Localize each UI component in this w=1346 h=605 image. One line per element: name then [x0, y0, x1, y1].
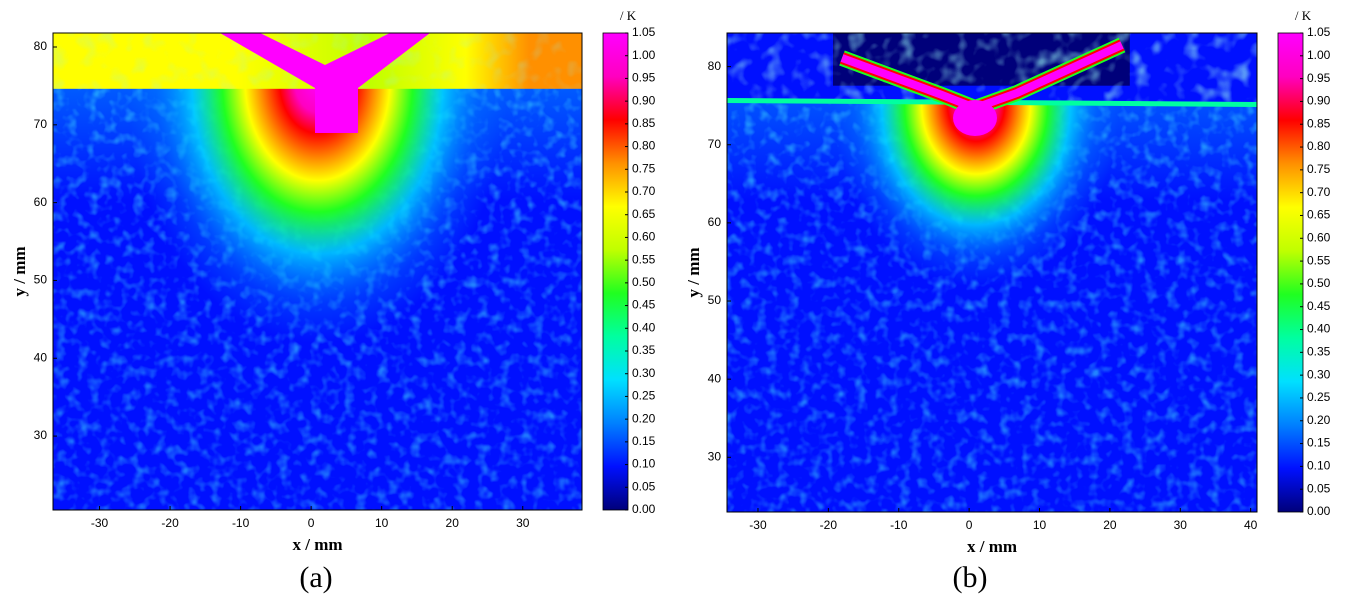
colorbar-tick-label: 0.15	[632, 434, 656, 448]
x-axis-label: x / mm	[967, 537, 1017, 556]
colorbar-tick-label: 0.70	[632, 184, 656, 198]
colorbar-tick-label: 0.85	[632, 116, 656, 130]
y-tick-label: 80	[708, 59, 722, 73]
plot-frame	[726, 32, 1258, 513]
colorbar-tick-label: 0.55	[1307, 253, 1331, 267]
colorbar-tick-label: 0.70	[1307, 185, 1331, 199]
colorbar-tick-label: 0.10	[632, 457, 656, 471]
colorbar-tick-label: 0.05	[1307, 481, 1331, 495]
colorbar-tick-label: 0.60	[1307, 230, 1331, 244]
hotspot	[127, 33, 508, 343]
colorbar-label: / K	[1295, 8, 1312, 23]
thermal-field	[53, 33, 582, 510]
probe-shadow	[220, 33, 430, 133]
colorbar-tick-label: 0.20	[1307, 413, 1331, 427]
x-tick-label: -30	[91, 516, 109, 530]
colorbar-tick-label: 1.00	[632, 48, 656, 62]
heatmap-panel: -30 -20 -10 0 10 20 30 40 30 40 50 60 70 80 x / mm y / …	[684, 8, 1331, 594]
colorbar	[1277, 32, 1304, 513]
colorbar-tick-label: 0.35	[1307, 345, 1331, 359]
colorbar-tick-label: 0.00	[1307, 504, 1331, 518]
colorbar-tick-label: 0.90	[1307, 94, 1331, 108]
y-tick-label: 60	[708, 215, 722, 229]
colorbar-tick-label: 0.25	[632, 389, 656, 403]
x-tick-label: 10	[375, 516, 389, 530]
top-band-noise	[727, 33, 1257, 103]
x-tick-label: 30	[516, 516, 530, 530]
colorbar-tick-label: 0.10	[1307, 459, 1331, 473]
probe-tip	[953, 100, 997, 136]
colorbar	[602, 32, 629, 511]
panel-label: (a)	[299, 561, 332, 594]
y-tick-label: 40	[34, 350, 48, 364]
colorbar-tick-label: 0.65	[632, 207, 656, 221]
colorbar-tick-label: 0.45	[632, 298, 656, 312]
colorbar-label: / K	[620, 8, 637, 23]
colorbar-tick-label: 0.15	[1307, 436, 1331, 450]
colorbar-tick-label: 1.05	[632, 25, 656, 39]
colorbar-tick-label: 1.05	[1307, 25, 1331, 39]
y-tick-label: 70	[34, 117, 48, 131]
y-tick-label: 30	[708, 449, 722, 463]
colorbar-tick-label: 0.20	[632, 411, 656, 425]
colorbar-tick-label: 0.80	[632, 139, 656, 153]
colorbar-tick-label: 0.45	[1307, 299, 1331, 313]
x-tick-label: 10	[1033, 518, 1047, 532]
y-tick-label: 60	[34, 195, 48, 209]
heatmap-panel: -30 -20 -10 0 10 20 30 30 40 50 60 70 80 x / mm y / mm…	[10, 8, 656, 594]
colorbar-tick-label: 0.80	[1307, 139, 1331, 153]
y-tick-label: 50	[34, 273, 48, 287]
colorbar-tick-label: 0.95	[1307, 71, 1331, 85]
colorbar-tick-label: 0.90	[632, 93, 656, 107]
x-tick-label: -20	[820, 518, 838, 532]
colorbar-tick-label: 0.40	[1307, 322, 1331, 336]
x-tick-label: -10	[890, 518, 908, 532]
y-tick-label: 80	[34, 39, 48, 53]
thermal-field	[727, 33, 1257, 512]
colorbar-tick-label: 0.05	[632, 479, 656, 493]
colorbar-tick-label: 1.00	[1307, 48, 1331, 62]
plot-frame	[52, 32, 583, 511]
x-axis-label: x / mm	[292, 535, 342, 554]
colorbar-tick-label: 0.65	[1307, 208, 1331, 222]
y-tick-label: 50	[708, 293, 722, 307]
colorbar-tick-label: 0.30	[632, 366, 656, 380]
colorbar-tick-label: 0.30	[1307, 367, 1331, 381]
y-tick-label: 30	[34, 428, 48, 442]
colorbar-tick-label: 0.50	[632, 275, 656, 289]
colorbar-tick-label: 0.75	[632, 161, 656, 175]
x-tick-label: 40	[1244, 518, 1258, 532]
x-tick-label: 0	[966, 518, 973, 532]
x-tick-label: -10	[232, 516, 250, 530]
y-axis-label: y / mm	[10, 246, 29, 296]
x-tick-label: 20	[1103, 518, 1117, 532]
x-tick-label: -20	[161, 516, 179, 530]
colorbar-tick-label: 0.75	[1307, 162, 1331, 176]
y-tick-label: 70	[708, 137, 722, 151]
x-tick-label: 20	[446, 516, 460, 530]
colorbar-tick-label: 0.50	[1307, 276, 1331, 290]
colorbar-tick-label: 0.60	[632, 230, 656, 244]
x-tick-label: 0	[308, 516, 315, 530]
colorbar-tick-label: 0.85	[1307, 116, 1331, 130]
colorbar-tick-label: 0.40	[632, 320, 656, 334]
colorbar-tick-label: 0.25	[1307, 390, 1331, 404]
colorbar-tick-label: 0.55	[632, 252, 656, 266]
x-tick-label: -30	[749, 518, 767, 532]
colorbar-tick-label: 0.95	[632, 71, 656, 85]
x-tick-label: 30	[1174, 518, 1188, 532]
y-tick-label: 40	[708, 371, 722, 385]
colorbar-tick-label: 0.35	[632, 343, 656, 357]
panel-label: (b)	[953, 561, 988, 594]
y-axis-label: y / mm	[684, 247, 703, 297]
colorbar-tick-label: 0.00	[632, 502, 656, 516]
